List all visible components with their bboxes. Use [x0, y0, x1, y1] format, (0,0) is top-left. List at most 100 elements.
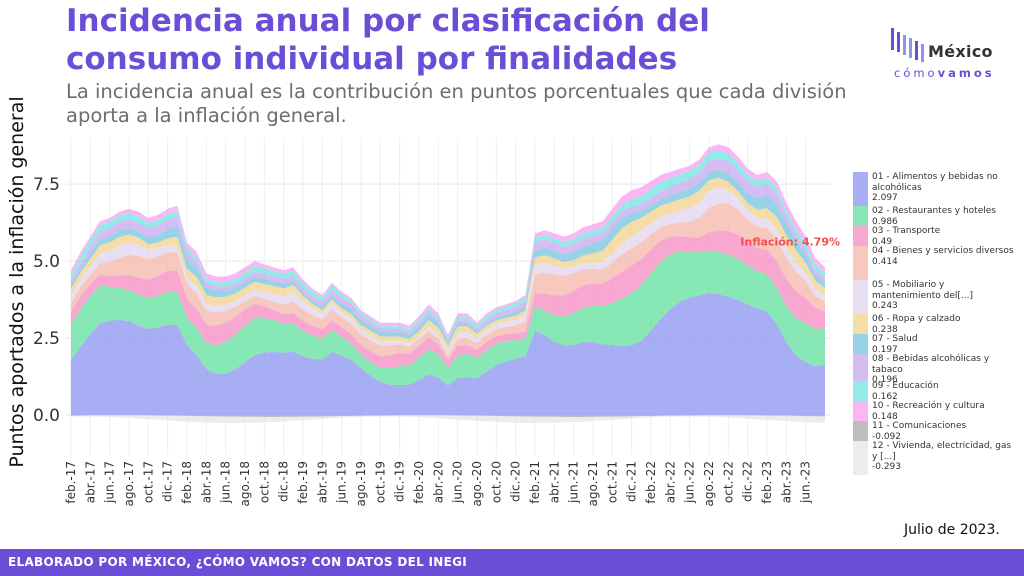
- legend-series-value: 0.148: [872, 411, 898, 422]
- legend-label: 11 - Comunicaciones -0.092: [872, 421, 1014, 442]
- legend-series-name: 10 - Recreación y cultura: [872, 401, 985, 411]
- logo-name: México: [928, 42, 993, 61]
- x-tick-label: oct.-19: [373, 461, 387, 503]
- legend-series-value: 0.162: [872, 391, 898, 402]
- y-axis-label: Puntos aportados a la inflación general: [6, 96, 28, 468]
- x-tick-label: oct.-22: [721, 461, 735, 503]
- area-series-7: [71, 169, 825, 346]
- x-tick-label: abr.-18: [199, 461, 213, 503]
- legend-item: 10 - Recreación y cultura 0.148: [853, 401, 1014, 422]
- legend-label: 04 - Bienes y servicios diversos 0.414: [872, 246, 1014, 267]
- legend-series-value: 0.196: [872, 375, 898, 385]
- legend-swatch: [853, 314, 868, 334]
- legend-item: 03 - Transporte 0.49: [853, 226, 1014, 247]
- legend-swatch: [853, 441, 868, 475]
- legend-swatch: [853, 172, 868, 206]
- legend-label: 07 - Salud 0.197: [872, 334, 1014, 355]
- x-tick-label: ago.-18: [238, 461, 252, 507]
- x-tick-label: dic.-21: [625, 461, 639, 502]
- x-tick-label: feb.-21: [528, 461, 542, 504]
- legend-swatch: [853, 226, 868, 246]
- legend-swatch: [853, 421, 868, 441]
- x-tick-label: abr.-22: [663, 461, 677, 503]
- legend-series-value: 0.986: [872, 216, 898, 227]
- legend-item: 02 - Restaurantes y hoteles 0.986: [853, 206, 1014, 227]
- legend-swatch: [853, 246, 868, 280]
- legend-item: 09 - Educación 0.162: [853, 381, 1014, 402]
- legend-item: 08 - Bebidas alcohólicas y tabaco 0.196: [853, 354, 1013, 385]
- legend-series-name: 12 - Vivienda, electricidad, gas y [...]: [872, 441, 1012, 462]
- legend-series-value: 0.414: [872, 256, 898, 267]
- legend-label: 01 - Alimentos y bebidas no alcohólicas 2…: [872, 172, 1014, 204]
- area-series-6: [71, 178, 825, 352]
- legend-series-name: 06 - Ropa y calzado: [872, 314, 961, 324]
- legend-label: 10 - Recreación y cultura 0.148: [872, 401, 1014, 422]
- legend-label: 03 - Transporte 0.49: [872, 226, 1014, 247]
- date-note: Julio de 2023.: [904, 522, 1000, 538]
- x-tick-label: ago.-20: [470, 461, 484, 507]
- x-tick-label: jun.-22: [683, 461, 697, 504]
- legend-series-value: -0.092: [872, 431, 902, 442]
- legend-series-value: 2.097: [872, 193, 898, 203]
- chart-legend: 01 - Alimentos y bebidas no alcohólicas 2…: [853, 172, 1014, 475]
- x-tick-label: abr.-21: [547, 461, 561, 503]
- x-tick-label: oct.-21: [605, 461, 619, 503]
- x-tick-label: ago.-19: [354, 461, 368, 507]
- x-tick-label: dic.-17: [161, 461, 175, 502]
- y-axis-ticks: 0.0 2.5 5.0 7.5: [33, 175, 60, 426]
- legend-label: 09 - Educación 0.162: [872, 381, 1014, 402]
- legend-series-name: 03 - Transporte: [872, 226, 941, 236]
- x-tick-label: dic.-18: [277, 461, 291, 502]
- legend-label: 12 - Vivienda, electricidad, gas y [...]…: [872, 441, 1014, 473]
- x-tick-label: ago.-21: [586, 461, 600, 507]
- legend-label: 02 - Restaurantes y hoteles 0.986: [872, 206, 1014, 227]
- legend-series-name: 04 - Bienes y servicios diversos: [872, 246, 1014, 256]
- x-tick-label: ago.-17: [122, 461, 136, 507]
- legend-swatch: [853, 280, 868, 314]
- legend-label: 08 - Bebidas alcohólicas y tabaco 0.196: [872, 354, 1014, 386]
- legend-series-value: 0.197: [872, 344, 898, 355]
- logo-tagline-a: cómo: [894, 66, 938, 80]
- x-tick-label: abr.-23: [779, 461, 793, 503]
- y-tick-label: 5.0: [33, 252, 60, 272]
- logo-bars-icon: [891, 28, 924, 62]
- legend-item: 06 - Ropa y calzado 0.238: [853, 314, 1013, 335]
- footer-bar: ELABORADO POR MÉXICO, ¿CÓMO VAMOS? CON D…: [0, 549, 1024, 576]
- x-tick-label: abr.-20: [431, 461, 445, 503]
- x-tick-label: dic.-20: [509, 461, 523, 502]
- x-tick-label: jun.-23: [799, 461, 813, 504]
- page-subtitle: La incidencia anual es la contribución e…: [66, 80, 847, 127]
- x-tick-label: abr.-17: [83, 461, 97, 503]
- x-tick-label: jun.-21: [567, 461, 581, 504]
- area-series-11: [71, 415, 825, 417]
- x-tick-label: feb.-20: [412, 461, 426, 504]
- area-series-2: [71, 250, 825, 386]
- x-tick-label: dic.-22: [741, 461, 755, 502]
- footer-credit: ELABORADO POR MÉXICO, ¿CÓMO VAMOS? CON D…: [8, 555, 468, 569]
- y-tick-label: 7.5: [33, 175, 60, 195]
- x-tick-label: jun.-20: [451, 461, 465, 504]
- x-tick-label: feb.-19: [296, 461, 310, 504]
- x-tick-label: jun.-17: [103, 461, 117, 504]
- legend-series-name: 08 - Bebidas alcohólicas y tabaco: [872, 354, 990, 375]
- x-tick-label: feb.-17: [64, 461, 78, 504]
- legend-item: 01 - Alimentos y bebidas no alcohólicas 2…: [853, 172, 1013, 206]
- legend-series-value: 0.238: [872, 324, 898, 335]
- area-series-3: [71, 230, 825, 369]
- area-series-1: [71, 292, 825, 415]
- x-tick-label: dic.-19: [393, 461, 407, 502]
- y-tick-label: 0.0: [33, 406, 60, 426]
- legend-series-name: 01 - Alimentos y bebidas no alcohólicas: [872, 172, 998, 193]
- page-title: Incidencia anual por clasificación del c…: [66, 3, 710, 77]
- legend-series-name: 05 - Mobiliario y mantenimiento del[...]: [872, 280, 974, 301]
- legend-series-name: 09 - Educación: [872, 381, 939, 391]
- inflation-annotation: Inflación: 4.79%: [740, 236, 840, 249]
- legend-label: 05 - Mobiliario y mantenimiento del[...]…: [872, 280, 1014, 312]
- area-series-9: [71, 150, 825, 341]
- legend-swatch: [853, 334, 868, 354]
- x-tick-label: oct.-20: [489, 461, 503, 503]
- y-tick-label: 2.5: [33, 329, 60, 349]
- legend-swatch: [853, 206, 868, 226]
- x-tick-label: feb.-18: [180, 461, 194, 504]
- x-tick-label: oct.-17: [141, 461, 155, 503]
